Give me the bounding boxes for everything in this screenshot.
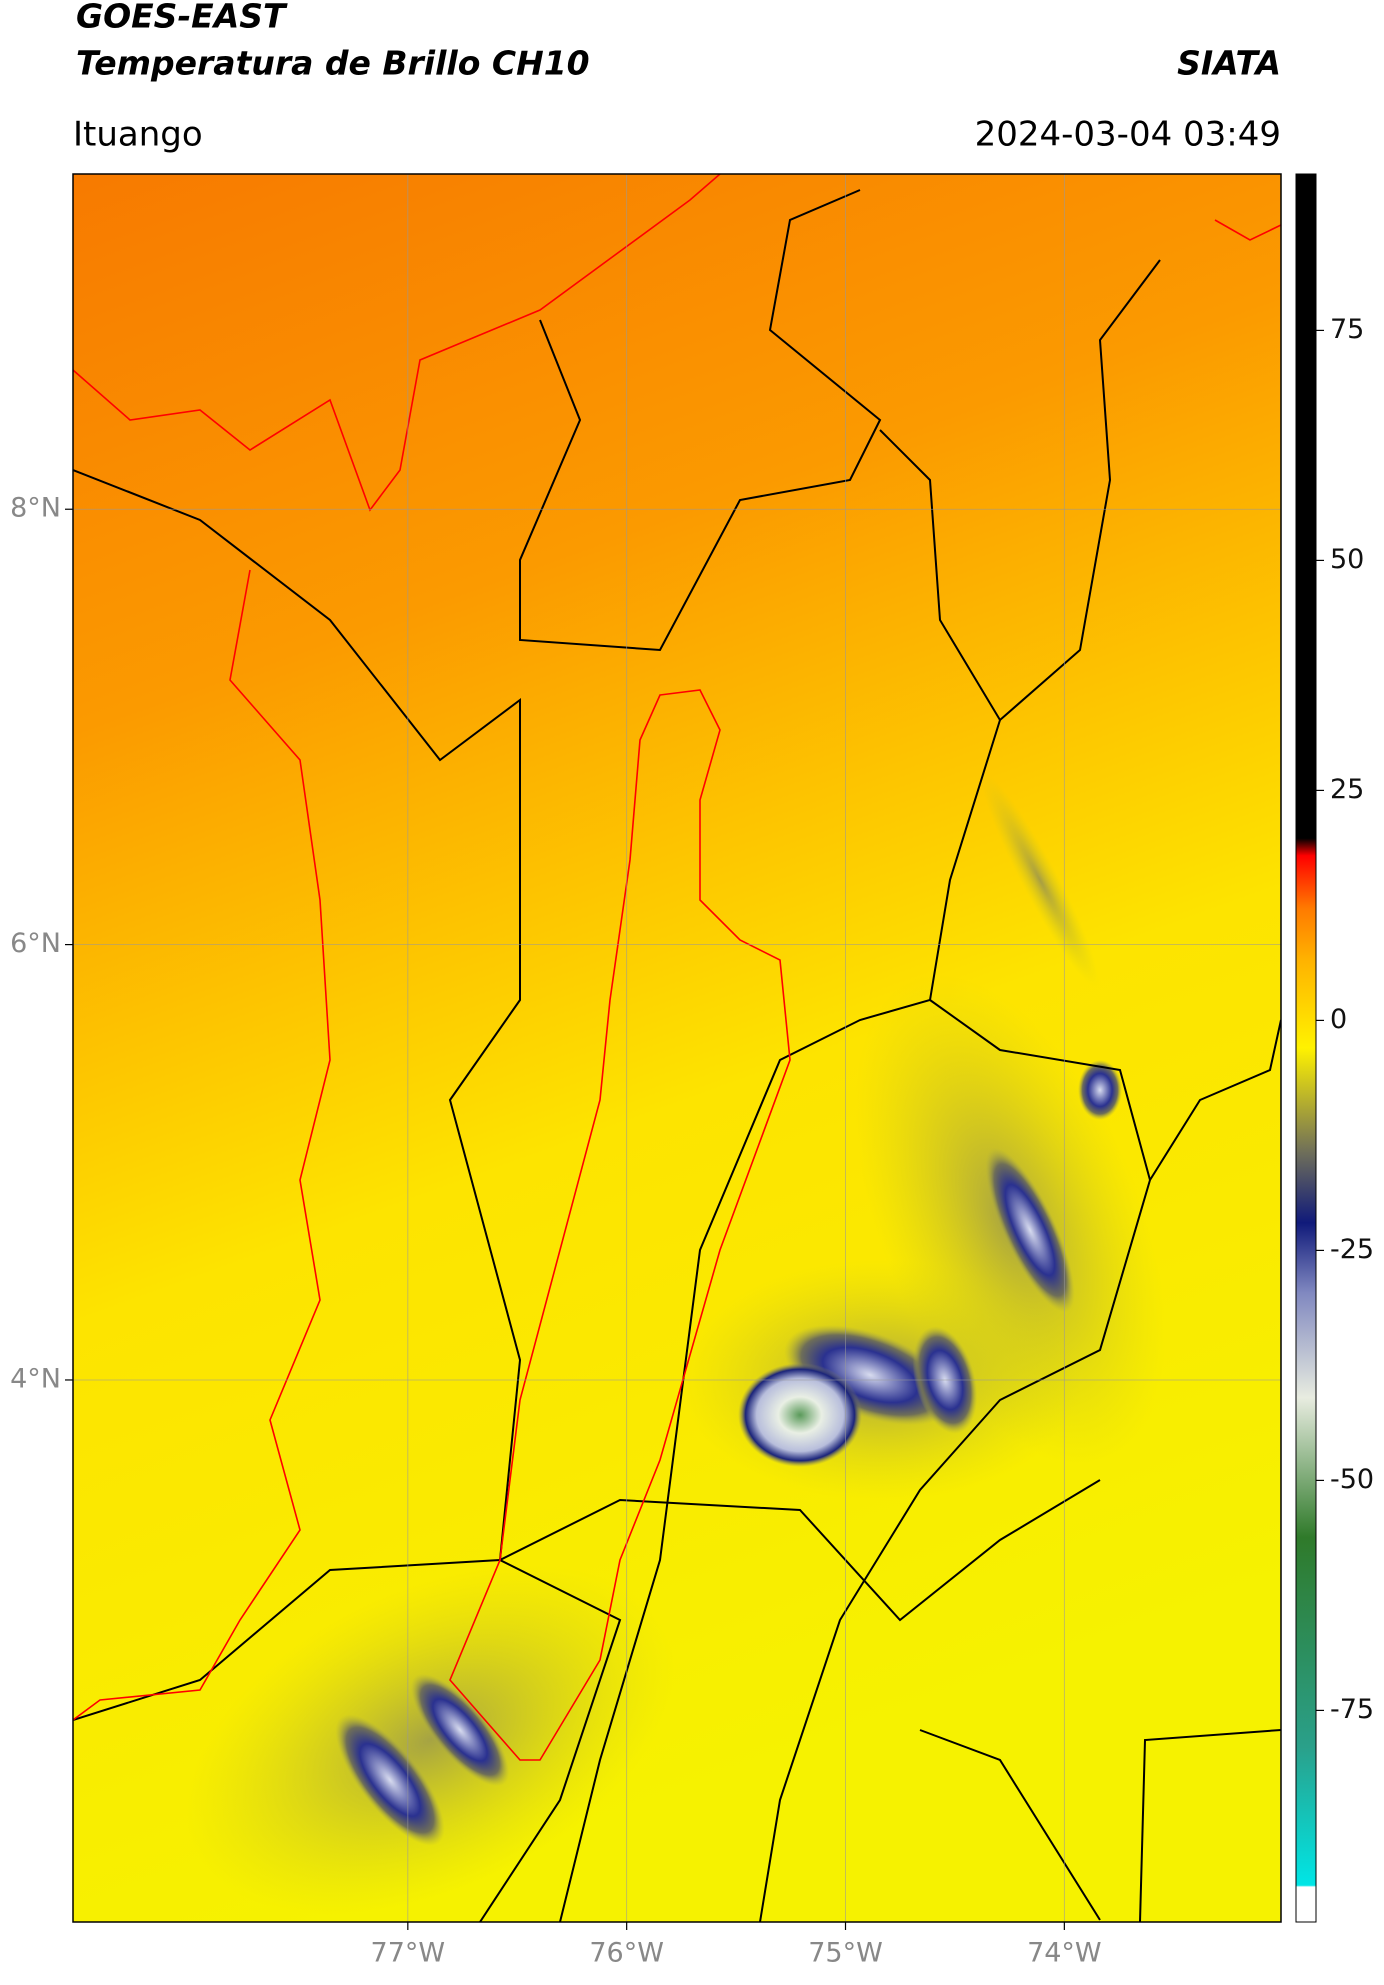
timestamp: 2024-03-04 03:49 bbox=[975, 115, 1281, 155]
coastline-and-basin bbox=[73, 174, 1281, 1761]
boundary bbox=[73, 469, 622, 1922]
colorbar-label: -75 bbox=[1330, 1694, 1374, 1725]
title: GOES-EAST bbox=[76, 0, 288, 36]
map-image bbox=[73, 174, 1281, 1922]
colorbar-label: -50 bbox=[1330, 1464, 1374, 1495]
colorbar-ticks: 75 50 25 0 -25 -50 -75 bbox=[1316, 314, 1374, 1725]
cold-cloud-top bbox=[738, 1363, 862, 1467]
boundary bbox=[559, 719, 1001, 1922]
admin-boundaries bbox=[73, 189, 1281, 1922]
location: Ituango bbox=[73, 115, 203, 155]
cloud-band bbox=[985, 1147, 1075, 1313]
lat-label: 8°N bbox=[10, 493, 61, 524]
lat-label: 6°N bbox=[10, 928, 61, 959]
cloud-haze bbox=[185, 1565, 675, 1915]
coastline bbox=[73, 569, 331, 1721]
boundary bbox=[759, 999, 1152, 1922]
cloud-band bbox=[335, 1714, 445, 1846]
lat-label: 4°N bbox=[10, 1363, 61, 1394]
colorbar-label: 75 bbox=[1330, 314, 1364, 345]
graticule bbox=[65, 174, 1281, 1930]
subtitle: Temperatura de Brillo CH10 bbox=[76, 44, 590, 83]
lon-label: 75°W bbox=[808, 1938, 883, 1969]
coastline bbox=[73, 174, 721, 512]
colorbar-label: 0 bbox=[1330, 1004, 1347, 1035]
boundary bbox=[519, 189, 882, 652]
lon-label: 76°W bbox=[589, 1938, 664, 1969]
map-frame bbox=[72, 173, 1282, 1923]
basin-boundary bbox=[449, 689, 791, 1761]
lon-label: 77°W bbox=[371, 1938, 446, 1969]
boundary bbox=[73, 1479, 1101, 1721]
colorbar bbox=[1295, 173, 1317, 1923]
colorbar-label: 50 bbox=[1330, 544, 1364, 575]
boundary bbox=[1149, 1019, 1281, 1181]
lon-label: 74°W bbox=[1027, 1938, 1102, 1969]
boundary bbox=[879, 259, 1161, 722]
coastline bbox=[1214, 219, 1281, 241]
agency: SIATA bbox=[1177, 44, 1281, 83]
cloud-band bbox=[410, 1673, 510, 1787]
colorbar-label: -25 bbox=[1330, 1234, 1374, 1265]
boundary bbox=[919, 1729, 1281, 1922]
cloud-haze bbox=[981, 773, 1099, 987]
cloud-band bbox=[1078, 1060, 1122, 1120]
colorbar-label: 25 bbox=[1330, 774, 1364, 805]
map-background bbox=[73, 174, 1281, 1922]
